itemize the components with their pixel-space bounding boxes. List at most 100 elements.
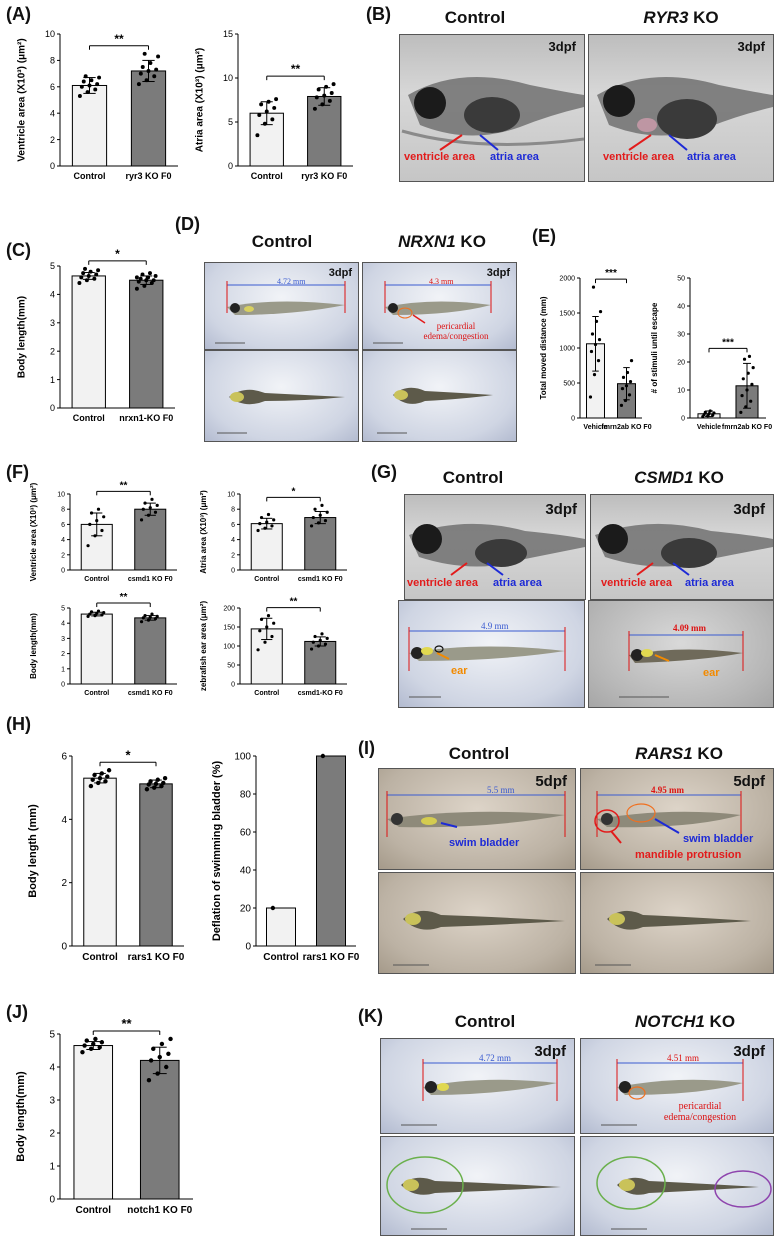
y-tick-label: 10 xyxy=(223,73,233,83)
data-point xyxy=(96,609,101,613)
g-ko-header: CSMD1 KO xyxy=(604,468,754,488)
i-control-dorsal-fish xyxy=(393,910,565,966)
data-point xyxy=(91,1041,96,1047)
data-point xyxy=(102,610,106,615)
data-point xyxy=(313,507,317,511)
data-point xyxy=(620,387,625,391)
data-point xyxy=(590,332,595,336)
y-tick-label: 50 xyxy=(227,662,235,669)
x-tick-label: csmd1 KO F0 xyxy=(298,576,343,583)
bar xyxy=(139,1059,180,1200)
data-point xyxy=(86,614,90,618)
data-point xyxy=(621,375,626,379)
data-point xyxy=(150,497,154,501)
y-axis-label: Total moved distance (mm) xyxy=(539,296,548,399)
b-control-atria: atria area xyxy=(490,151,539,163)
data-point xyxy=(322,93,327,98)
k-ko-gene: NOTCH1 xyxy=(634,1012,705,1031)
b-control-header: Control xyxy=(444,8,506,27)
bar xyxy=(71,275,106,409)
data-point xyxy=(263,526,267,530)
y-axis-label: Ventricle area (X10³) (μm²) xyxy=(29,482,38,581)
x-tick-label: Control xyxy=(84,690,109,697)
data-point xyxy=(89,610,94,614)
chart-f3: 0 1 2 3 4 5 Body length(mm) Control csmd1 KO F0 *… xyxy=(29,592,177,697)
k-control-lateral: 3dpf 4.72 mm xyxy=(380,1038,575,1134)
x-tick-label: csmd1 KO F0 xyxy=(128,690,173,697)
i-ko-dorsal xyxy=(580,872,774,974)
data-point xyxy=(266,512,271,517)
d-control-length: 4.72 mm xyxy=(277,277,306,286)
data-point xyxy=(266,99,271,104)
data-point xyxy=(598,310,603,314)
data-point xyxy=(146,275,151,280)
data-point xyxy=(155,614,159,618)
bar xyxy=(250,523,283,571)
b-ko-atria: atria area xyxy=(687,151,736,163)
data-point xyxy=(143,614,147,618)
k-ko-header: NOTCH1 KO xyxy=(600,1012,770,1032)
data-point xyxy=(591,285,596,289)
data-point xyxy=(741,377,745,381)
data-point xyxy=(619,403,624,407)
data-point xyxy=(320,503,324,507)
data-point xyxy=(83,74,88,79)
i-control-dorsal xyxy=(378,872,576,974)
d-ko-fish xyxy=(373,281,492,344)
y-tick-label: 8 xyxy=(61,507,65,514)
data-point xyxy=(272,621,276,625)
bar xyxy=(307,95,342,167)
g-ko-ear-photo: 4.09 mm ear xyxy=(588,600,774,708)
bar xyxy=(304,517,337,571)
data-point xyxy=(325,636,329,640)
data-point xyxy=(95,82,100,87)
y-tick-label: 5 xyxy=(50,261,55,271)
data-point xyxy=(139,620,144,624)
y-tick-label: 2 xyxy=(231,552,235,559)
b-control-fish xyxy=(401,77,584,151)
y-axis-label: Deflation of swimming bladder (%) xyxy=(211,761,223,942)
data-point xyxy=(166,1051,171,1056)
data-point xyxy=(92,772,97,778)
data-point xyxy=(100,528,104,533)
y-tick-label: 0 xyxy=(231,681,235,688)
data-point xyxy=(148,1058,154,1063)
data-point xyxy=(318,513,322,517)
data-point xyxy=(143,501,147,505)
data-point xyxy=(259,102,264,107)
y-tick-label: 2 xyxy=(49,1129,55,1140)
data-point xyxy=(88,612,92,616)
d-ko-gene: NRXN1 xyxy=(398,232,456,251)
data-point xyxy=(146,68,151,73)
y-axis-label: zebrafish ear area (μm²) xyxy=(199,601,208,692)
data-point xyxy=(106,768,112,773)
y-tick-label: 3 xyxy=(61,636,65,643)
data-point xyxy=(142,283,147,288)
data-point xyxy=(313,634,317,639)
data-point xyxy=(80,1049,85,1055)
y-axis-label: Atria area (X10³) (μm²) xyxy=(199,490,208,574)
k-control-header: Control xyxy=(454,1012,516,1031)
data-point xyxy=(93,534,97,538)
data-point xyxy=(102,515,106,519)
i-ko-length: 4.95 mm xyxy=(651,785,684,795)
data-point xyxy=(751,366,755,370)
data-point xyxy=(265,520,269,524)
b-ko-suffix: KO xyxy=(688,8,719,27)
panel-label-e: (E) xyxy=(532,226,556,246)
y-tick-label: 150 xyxy=(223,624,235,631)
sig-label: ** xyxy=(114,32,124,46)
data-point xyxy=(89,78,94,83)
data-point xyxy=(316,87,321,92)
data-point xyxy=(707,412,711,416)
data-point xyxy=(318,638,322,642)
data-point xyxy=(309,524,314,528)
data-point xyxy=(88,522,92,526)
data-point xyxy=(90,777,95,782)
b-ko-photo: 3dpf ventricle area atria area xyxy=(588,34,774,182)
data-point xyxy=(331,82,336,87)
data-point xyxy=(263,640,267,644)
sig-label: ** xyxy=(290,597,298,608)
y-axis-label: Body length(mm) xyxy=(29,613,38,679)
y-tick-label: 0 xyxy=(571,415,575,422)
